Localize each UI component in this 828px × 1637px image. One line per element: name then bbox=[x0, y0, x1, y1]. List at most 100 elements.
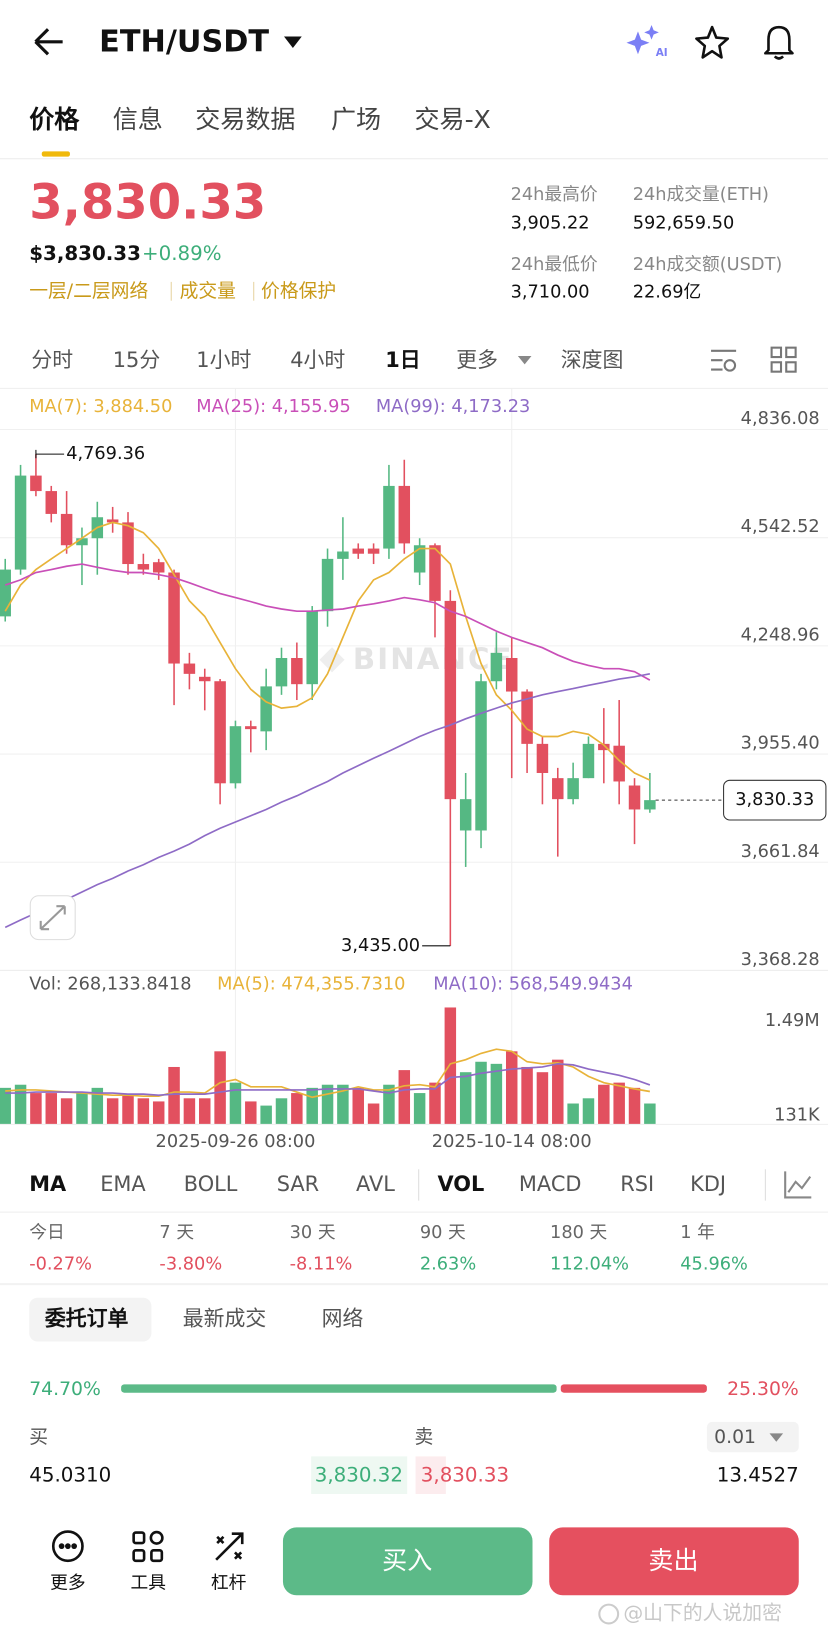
tool-label[interactable]: 杠杆 bbox=[211, 1573, 247, 1594]
candle-body bbox=[152, 562, 165, 573]
stat-label: 24h最低价 bbox=[511, 254, 598, 275]
candle-body bbox=[598, 743, 610, 751]
indicator[interactable]: EMA bbox=[100, 1172, 146, 1196]
indicator[interactable]: RSI bbox=[620, 1172, 654, 1196]
volume-bar bbox=[91, 1087, 104, 1125]
ai-icon[interactable] bbox=[626, 25, 659, 55]
tool-label[interactable]: 更多 bbox=[50, 1573, 85, 1594]
tab[interactable]: 交易数据 bbox=[195, 105, 295, 134]
tab[interactable]: 广场 bbox=[331, 105, 381, 134]
candle-body bbox=[229, 726, 242, 784]
indicator[interactable]: MACD bbox=[519, 1172, 582, 1196]
interval[interactable]: 分时 bbox=[31, 348, 73, 372]
more-icon[interactable] bbox=[51, 1530, 84, 1563]
x-tick-label: 2025-09-26 08:00 bbox=[156, 1132, 316, 1152]
layout-button[interactable] bbox=[770, 346, 797, 373]
period-label: 7 天 bbox=[159, 1223, 194, 1243]
candle-body bbox=[628, 785, 641, 810]
interval[interactable]: 15分 bbox=[113, 348, 161, 372]
precision[interactable]: 0.01 bbox=[714, 1427, 756, 1448]
candle-body bbox=[122, 522, 134, 565]
candle-body bbox=[613, 745, 625, 782]
volume-bar bbox=[398, 1070, 411, 1125]
sell-header: 卖 bbox=[415, 1426, 434, 1448]
tag[interactable]: 一层/二层网络 bbox=[29, 280, 148, 302]
candle-body bbox=[459, 799, 472, 831]
candle-body bbox=[429, 545, 441, 601]
high-label: 4,769.36 bbox=[66, 444, 145, 464]
interval[interactable]: 更多 bbox=[456, 348, 498, 372]
indicator[interactable]: MA bbox=[29, 1172, 67, 1196]
tag[interactable]: 成交量 bbox=[180, 280, 236, 302]
volume-bar bbox=[582, 1098, 595, 1125]
tool-label[interactable]: 工具 bbox=[131, 1574, 167, 1594]
volume-bar bbox=[245, 1101, 257, 1125]
buy-label[interactable]: 买入 bbox=[382, 1546, 432, 1575]
candle-body bbox=[567, 778, 579, 800]
interval[interactable]: 1小时 bbox=[196, 348, 251, 372]
order-tab[interactable]: 最新成交 bbox=[183, 1307, 267, 1331]
order-tab[interactable]: 委托订单 bbox=[44, 1307, 129, 1331]
back-button[interactable] bbox=[34, 28, 63, 56]
volume-bar bbox=[413, 1093, 426, 1125]
interval[interactable]: 4小时 bbox=[290, 348, 345, 372]
volume-bar bbox=[337, 1084, 349, 1125]
candle-body bbox=[352, 548, 364, 554]
candle-body bbox=[291, 658, 303, 685]
low-label: 3,435.00 bbox=[341, 936, 420, 956]
indicator[interactable]: KDJ bbox=[690, 1172, 726, 1196]
candle-body bbox=[383, 485, 395, 549]
candle-body bbox=[644, 800, 656, 810]
indicators: MA EMA BOLL SAR AVL VOL MACD RSI KDJ bbox=[29, 1172, 726, 1196]
volume-bar bbox=[505, 1051, 518, 1125]
tag[interactable]: 价格保护 bbox=[261, 280, 336, 302]
legend-entry: MA(5): 474,355.7310 bbox=[217, 974, 405, 994]
indicator[interactable]: AVL bbox=[356, 1172, 395, 1196]
indicator-settings[interactable] bbox=[784, 1171, 812, 1199]
bid-size: 45.0310 bbox=[29, 1464, 111, 1487]
more-dropdown[interactable] bbox=[517, 356, 532, 365]
y-tick-label: 131K bbox=[774, 1105, 820, 1125]
order-tab[interactable]: 网络 bbox=[322, 1307, 364, 1331]
tools-icon[interactable] bbox=[132, 1530, 164, 1563]
indicator[interactable]: VOL bbox=[437, 1172, 484, 1196]
tab[interactable]: 价格 bbox=[29, 105, 80, 134]
favorite-button[interactable] bbox=[695, 25, 730, 59]
legend-entry: MA(99): 4,173.23 bbox=[376, 397, 530, 417]
interval[interactable]: 1日 bbox=[385, 348, 420, 372]
volume-bar bbox=[275, 1098, 288, 1125]
expand-button[interactable] bbox=[29, 895, 76, 941]
tool-icons bbox=[51, 1530, 244, 1563]
candle-body bbox=[552, 778, 564, 800]
volume-ma-line bbox=[5, 1063, 651, 1096]
candle-body bbox=[490, 652, 503, 682]
volume-bar bbox=[383, 1084, 395, 1125]
indicator[interactable]: BOLL bbox=[184, 1172, 238, 1196]
leverage-icon[interactable] bbox=[215, 1532, 244, 1561]
volume-bar bbox=[552, 1059, 564, 1125]
indicator[interactable]: SAR bbox=[277, 1172, 319, 1196]
pair-dropdown[interactable] bbox=[284, 36, 302, 49]
legend-entry: MA(25): 4,155.95 bbox=[196, 397, 350, 417]
divider bbox=[0, 1283, 828, 1286]
candle-body bbox=[321, 558, 334, 612]
tab[interactable]: 交易-X bbox=[415, 105, 491, 134]
y-tick-label: 3,955.40 bbox=[741, 734, 820, 754]
precision-select[interactable] bbox=[706, 1421, 799, 1453]
period-change: -0.27% bbox=[29, 1254, 92, 1274]
precision-dropdown[interactable] bbox=[769, 1433, 784, 1442]
tab[interactable]: 信息 bbox=[113, 105, 163, 134]
volume-bar bbox=[352, 1087, 364, 1125]
alert-button[interactable] bbox=[764, 25, 794, 60]
buy-button[interactable] bbox=[282, 1527, 533, 1596]
sell-label[interactable]: 卖出 bbox=[648, 1546, 698, 1575]
interval[interactable]: 深度图 bbox=[561, 348, 624, 372]
period-label: 30 天 bbox=[290, 1223, 336, 1243]
y-tick-label: 4,836.08 bbox=[741, 409, 820, 429]
pair-title[interactable]: ETH/USDT bbox=[99, 24, 269, 59]
sell-button[interactable] bbox=[549, 1527, 799, 1596]
chart-settings[interactable] bbox=[711, 349, 737, 372]
volume-bar bbox=[106, 1098, 119, 1125]
volume-bar bbox=[183, 1098, 196, 1125]
